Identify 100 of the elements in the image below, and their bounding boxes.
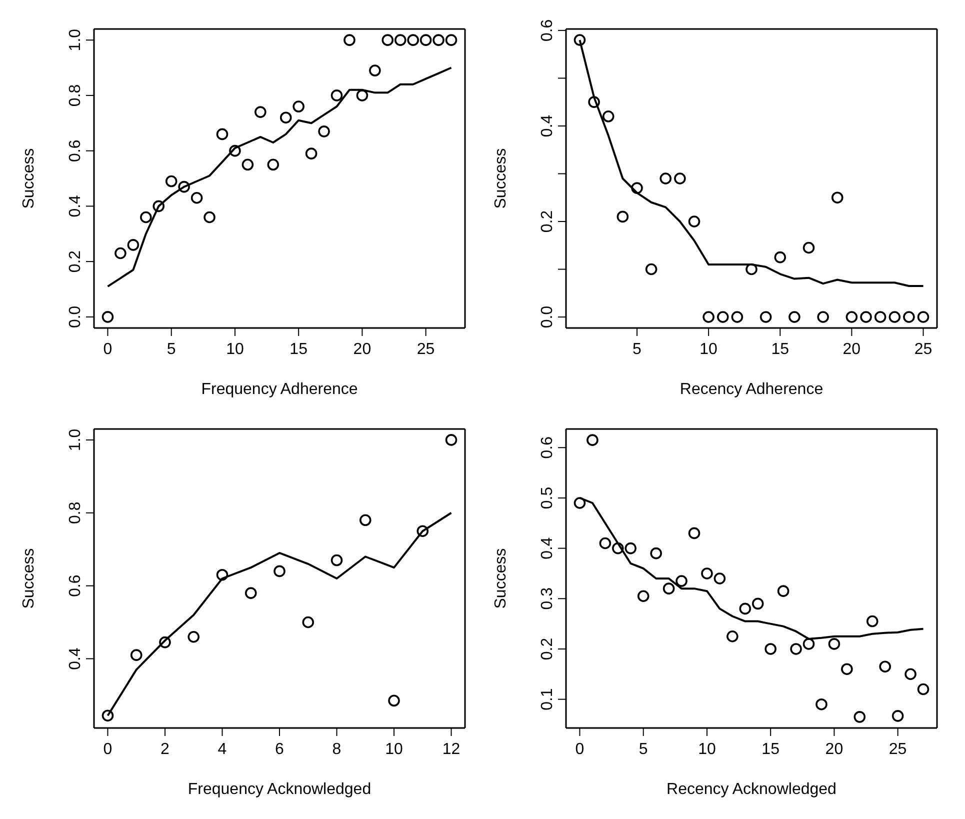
point bbox=[305, 148, 318, 160]
x-tick-label: 25 bbox=[888, 741, 907, 758]
point bbox=[445, 34, 458, 46]
x-tick-label: 5 bbox=[166, 341, 176, 358]
point bbox=[599, 537, 612, 550]
point bbox=[817, 311, 829, 323]
y-tick-label: 0.8 bbox=[67, 84, 84, 107]
point bbox=[407, 34, 419, 46]
point bbox=[102, 311, 114, 323]
x-tick-label: 4 bbox=[218, 741, 227, 758]
point bbox=[874, 311, 886, 323]
y-tick-label: 0.0 bbox=[539, 306, 556, 328]
point bbox=[764, 643, 776, 655]
y-tick-label: 0.6 bbox=[67, 574, 84, 597]
point bbox=[127, 239, 140, 251]
point bbox=[432, 34, 444, 46]
point bbox=[650, 547, 662, 560]
y-tick-label: 0.1 bbox=[539, 688, 556, 710]
x-axis-title: Frequency Adherence bbox=[201, 381, 358, 398]
point bbox=[188, 630, 200, 643]
y-tick-label: 1.0 bbox=[67, 428, 84, 452]
point bbox=[688, 216, 700, 228]
point bbox=[114, 247, 126, 260]
point bbox=[356, 90, 368, 102]
point bbox=[760, 311, 772, 323]
x-tick-label: 5 bbox=[632, 341, 642, 358]
point bbox=[130, 649, 142, 661]
y-tick-label: 0.0 bbox=[67, 306, 84, 328]
point bbox=[330, 554, 343, 566]
x-tick-label: 15 bbox=[762, 741, 780, 758]
point bbox=[854, 711, 866, 723]
point bbox=[159, 636, 171, 648]
y-tick-label: 0.6 bbox=[67, 140, 84, 162]
point bbox=[662, 582, 675, 594]
point bbox=[866, 615, 878, 628]
point bbox=[445, 434, 458, 446]
x-tick-label: 20 bbox=[842, 341, 861, 358]
point bbox=[244, 587, 257, 599]
point bbox=[841, 663, 853, 676]
x-tick-label: 12 bbox=[442, 741, 460, 758]
point bbox=[254, 106, 266, 118]
point bbox=[178, 180, 190, 193]
x-tick-label: 8 bbox=[332, 741, 342, 758]
point bbox=[369, 64, 381, 76]
point bbox=[344, 34, 356, 46]
point bbox=[702, 311, 714, 323]
point bbox=[302, 616, 314, 628]
point bbox=[588, 96, 600, 108]
point bbox=[739, 602, 752, 615]
point bbox=[701, 568, 713, 580]
point bbox=[292, 100, 304, 112]
y-tick-label: 0.4 bbox=[539, 114, 556, 138]
x-tick-label: 10 bbox=[226, 341, 244, 358]
x-tick-label: 0 bbox=[103, 741, 112, 758]
x-tick-label: 20 bbox=[353, 341, 372, 358]
point bbox=[688, 527, 700, 540]
point bbox=[777, 585, 790, 597]
point bbox=[790, 643, 802, 655]
point bbox=[660, 172, 672, 184]
point bbox=[382, 34, 394, 46]
point bbox=[586, 434, 598, 446]
point bbox=[574, 497, 586, 509]
point bbox=[831, 192, 844, 204]
point bbox=[917, 311, 930, 323]
point bbox=[816, 698, 828, 710]
y-tick-label: 0.2 bbox=[539, 210, 556, 233]
point bbox=[280, 112, 292, 124]
point bbox=[152, 200, 165, 212]
point bbox=[216, 128, 228, 140]
point bbox=[318, 126, 330, 138]
point bbox=[879, 660, 891, 672]
point bbox=[716, 311, 729, 323]
point bbox=[242, 158, 254, 171]
point bbox=[676, 575, 688, 587]
point bbox=[714, 572, 726, 584]
y-tick-label: 0.4 bbox=[67, 194, 84, 218]
point bbox=[645, 263, 658, 276]
point bbox=[731, 311, 744, 323]
point bbox=[274, 565, 286, 578]
x-tick-label: 15 bbox=[771, 341, 790, 358]
point bbox=[860, 311, 872, 323]
point bbox=[752, 598, 764, 610]
point bbox=[204, 211, 216, 224]
x-axis-title: Recency Adherence bbox=[680, 381, 824, 398]
point bbox=[828, 638, 840, 650]
point bbox=[616, 210, 629, 223]
point bbox=[102, 710, 114, 722]
x-axis-title: Frequency Acknowledged bbox=[188, 781, 372, 798]
y-tick-label: 0.6 bbox=[539, 436, 556, 459]
point bbox=[802, 638, 815, 650]
y-axis-title: Success bbox=[20, 548, 38, 609]
y-tick-label: 0.4 bbox=[67, 648, 84, 670]
point bbox=[904, 668, 916, 680]
x-tick-label: 25 bbox=[914, 341, 932, 358]
y-tick-label: 0.4 bbox=[539, 537, 556, 560]
point bbox=[165, 175, 178, 188]
x-tick-label: 5 bbox=[638, 741, 648, 758]
point bbox=[612, 542, 624, 554]
point bbox=[624, 542, 637, 554]
point bbox=[416, 525, 429, 537]
